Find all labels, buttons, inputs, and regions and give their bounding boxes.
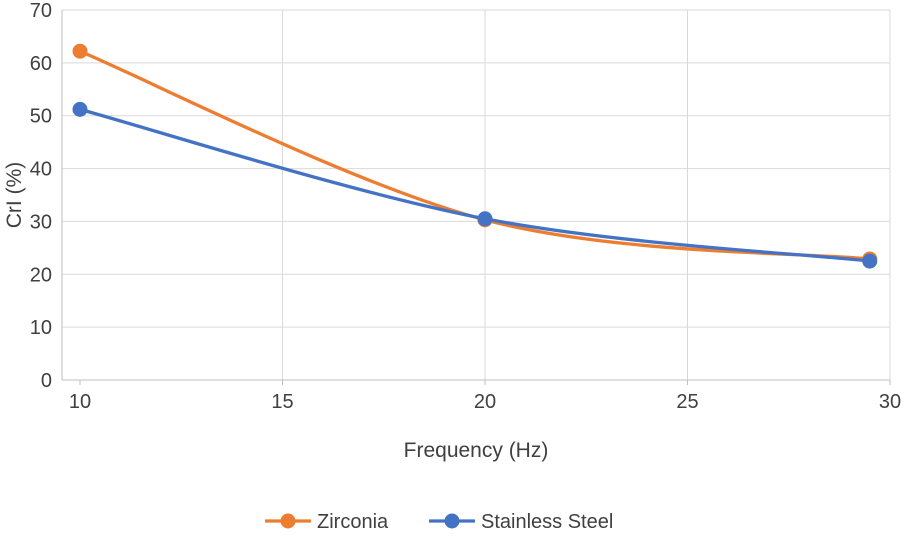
y-tick-label: 30 (30, 211, 52, 233)
axes (61, 10, 891, 385)
y-tick-label: 20 (30, 264, 52, 286)
data-point-zirconia (72, 43, 88, 59)
legend-item-stainless-steel: Stainless Steel (429, 511, 613, 533)
series-line-stainless-steel (78, 107, 872, 263)
y-tick-label: 70 (30, 0, 52, 22)
legend-item-zirconia: Zirconia (265, 511, 389, 533)
y-tick-label: 10 (30, 317, 52, 339)
series-line-zirconia (78, 49, 872, 261)
legend-label-zirconia: Zirconia (317, 511, 389, 533)
legend-marker-zirconia (280, 513, 296, 529)
x-tick-label: 15 (271, 391, 293, 413)
legend-marker-stainless-steel (444, 513, 460, 529)
x-tick-label: 20 (474, 391, 496, 413)
y-tick-label: 50 (30, 106, 52, 128)
x-tick-label: 30 (879, 391, 901, 413)
series-layer (72, 43, 878, 269)
y-tick-label: 60 (30, 53, 52, 75)
data-point-stainless-steel (477, 211, 493, 227)
data-point-stainless-steel (72, 101, 88, 117)
legend: Zirconia Stainless Steel (265, 511, 613, 533)
y-tick-label: 0 (41, 370, 52, 392)
tick-labels: 10 15 20 25 30 0 10 20 30 40 50 60 70 (30, 0, 901, 413)
legend-label-stainless-steel: Stainless Steel (481, 511, 613, 533)
x-tick-label: 10 (69, 391, 91, 413)
y-tick-label: 40 (30, 159, 52, 181)
gridlines (62, 9, 891, 380)
y-axis-title: CrI (%) (3, 162, 26, 229)
x-tick-label: 25 (676, 391, 698, 413)
data-point-stainless-steel (862, 253, 878, 269)
x-axis-title: Frequency (Hz) (404, 439, 549, 462)
